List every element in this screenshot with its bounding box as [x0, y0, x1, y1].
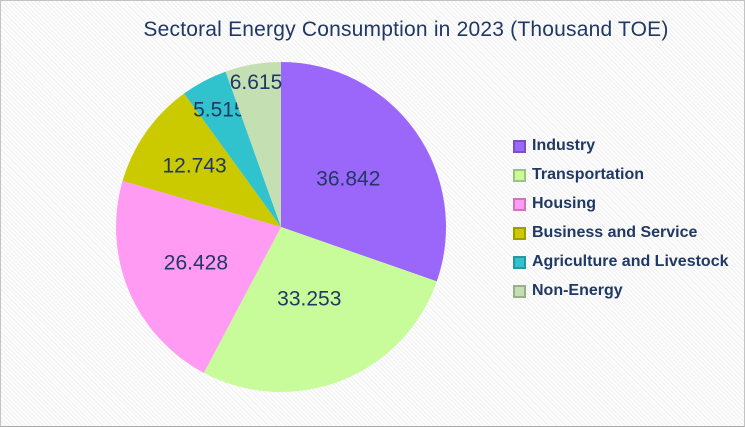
legend-swatch [513, 255, 526, 269]
pie-value-label-non-energy: 6.615 [230, 71, 283, 94]
legend-label: Housing [532, 195, 596, 212]
chart-legend: Industry Transportation Housing Business an… [513, 136, 729, 310]
pie-slice-non-energy [225, 62, 281, 227]
legend-label: Agriculture and Livestock [532, 253, 729, 270]
legend-swatch [513, 197, 526, 211]
legend-label: Business and Service [532, 224, 698, 241]
legend-label: Non-Energy [532, 282, 623, 299]
legend-swatch [513, 168, 526, 182]
pie-value-label-agriculture-and-livestock: 5.515 [193, 99, 246, 122]
legend-item-transportation: Transportation [513, 165, 729, 185]
pie-value-label-business-and-service: 12.743 [162, 155, 226, 178]
pie-slice-business-and-service [122, 93, 281, 228]
legend-item-business-and-service: Business and Service [513, 223, 729, 243]
legend-swatch [513, 226, 526, 240]
pie-slice-housing [115, 180, 282, 373]
pie-value-label-transportation: 33.253 [277, 288, 341, 311]
pie-slice-transportation [203, 227, 437, 393]
legend-item-housing: Housing [513, 194, 729, 214]
legend-label: Industry [532, 137, 596, 154]
pie-slice-agriculture-and-livestock [184, 71, 281, 227]
chart-title: Sectoral Energy Consumption in 2023 (Tho… [143, 18, 669, 41]
legend-label: Transportation [532, 166, 645, 183]
pie-value-label-industry: 36.842 [316, 168, 380, 191]
legend-swatch [513, 284, 526, 298]
legend-swatch [513, 139, 526, 153]
pie-value-label-housing: 26.428 [164, 252, 228, 275]
pie-slice-industry [281, 62, 446, 282]
legend-item-agriculture-and-livestock: Agriculture and Livestock [513, 252, 729, 272]
legend-item-industry: Industry [513, 136, 729, 156]
legend-item-non-energy: Non-Energy [513, 281, 729, 301]
